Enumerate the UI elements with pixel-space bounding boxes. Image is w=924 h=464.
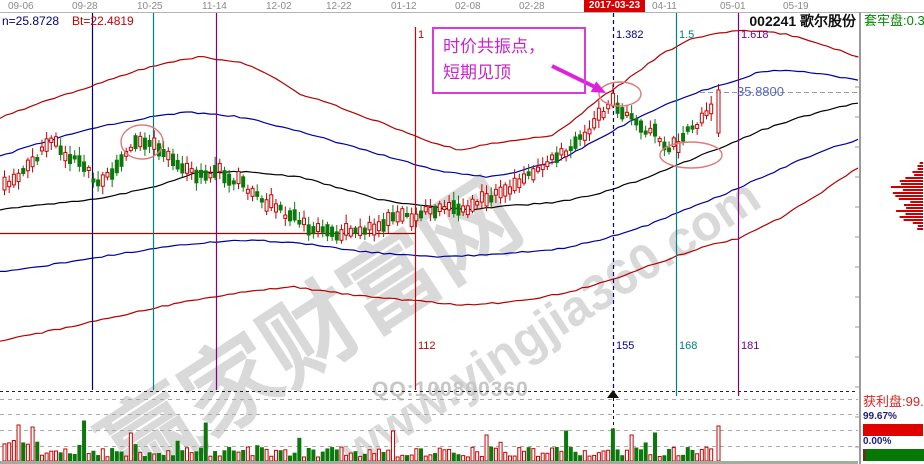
gann-ratio-label: 1	[418, 29, 425, 41]
highlight-ellipses	[120, 81, 723, 169]
gann-ratio-label: 1.618	[741, 29, 769, 41]
annotation-box[interactable]: 时价共振点， 短期见顶	[432, 27, 586, 94]
date-tick: 11-14	[202, 1, 227, 12]
annotation-arrow	[551, 64, 606, 93]
gann-count-label: 168	[679, 340, 698, 352]
date-tick-highlight: 2017-03-23	[584, 0, 645, 12]
annotation-line2: 短期见顶	[443, 63, 511, 83]
date-tick: 12-02	[266, 1, 292, 12]
date-tick: 02-08	[455, 1, 481, 12]
annotation-line1: 时价共振点，	[443, 37, 545, 56]
zero-pct-label: 0.00%	[863, 436, 892, 447]
volume-gridlines	[0, 391, 858, 447]
date-tick: 10-25	[137, 1, 163, 12]
volume-layer	[0, 420, 858, 464]
frame-lines	[0, 12, 924, 464]
profit-pct-bar	[863, 424, 923, 436]
date-tick: 05-01	[720, 1, 746, 12]
locked-chips-label: 套牢盘:0.3	[864, 13, 924, 28]
date-tick: 01-12	[391, 1, 417, 12]
date-tick: 02-28	[519, 1, 545, 12]
profit-pct-label: 99.67%	[863, 411, 897, 422]
gann-count-label: 112	[418, 340, 436, 352]
gann-ratio-label: 1.5	[679, 29, 695, 41]
chip-distribution	[890, 162, 923, 230]
zero-pct-bar	[863, 449, 924, 461]
candles-layer	[2, 84, 721, 244]
date-tick: 09-28	[72, 1, 98, 12]
qq-watermark: QQ:100800360	[372, 378, 529, 401]
indicator-n-label: n=25.8728	[2, 14, 60, 28]
envelope-bands	[0, 29, 859, 342]
date-tick: 12-22	[326, 1, 352, 12]
gann-verticals	[91, 13, 740, 461]
date-tick: 05-19	[783, 1, 809, 12]
date-tick: 04-11	[652, 1, 677, 12]
price-label: 35.8800	[737, 84, 784, 99]
stock-title: 002241 歌尔股份	[749, 13, 856, 29]
date-tick: 09-06	[8, 1, 34, 12]
gann-count-label: 155	[616, 340, 635, 352]
indicator-bt-label: Bt=22.4819	[72, 14, 134, 28]
profit-chips-label: 获利盘:99.	[863, 394, 924, 409]
gann-count-label: 181	[741, 340, 760, 352]
gann-ratio-label: 1.382	[616, 29, 644, 41]
